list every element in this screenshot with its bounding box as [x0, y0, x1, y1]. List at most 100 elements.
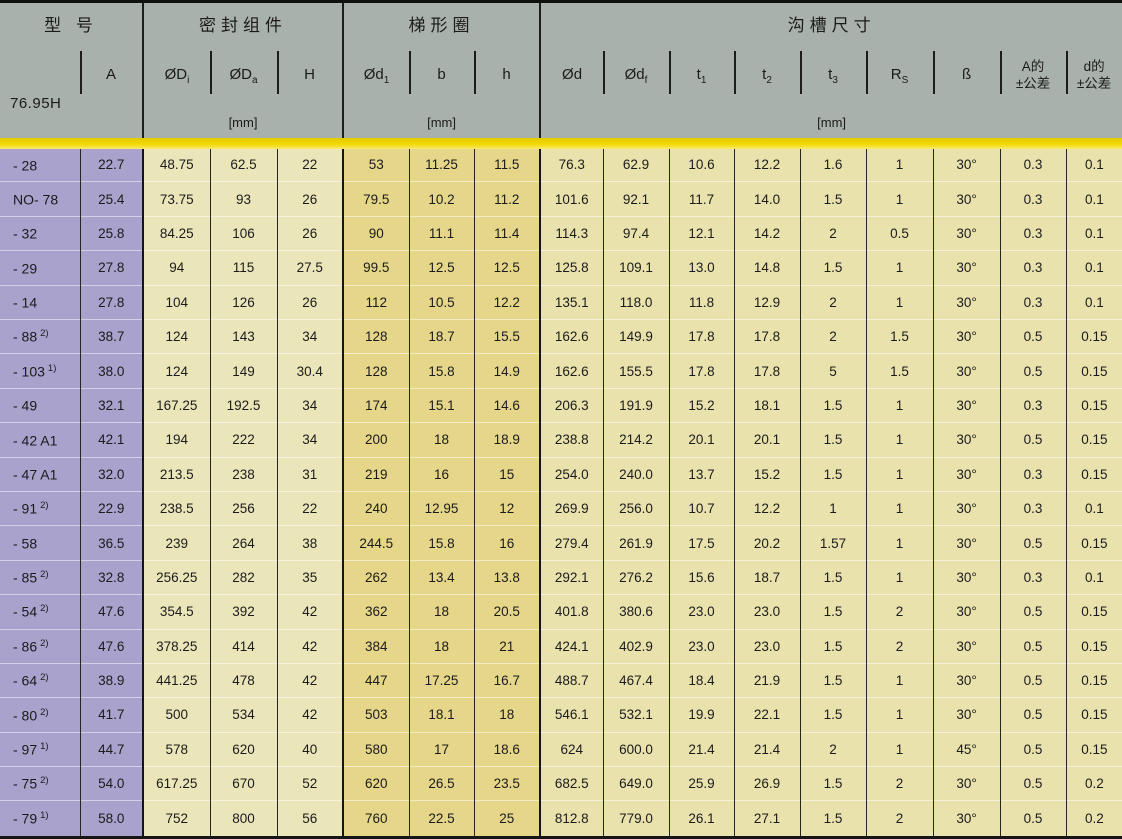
value-cell: 14.6	[473, 387, 541, 423]
value-cell: 0.15	[1065, 422, 1122, 458]
value-cell: 45°	[932, 731, 1001, 767]
footnote-marker: 2)	[40, 603, 49, 615]
value-cell: 10.5	[408, 284, 475, 320]
value-cell: 0.1	[1065, 559, 1122, 595]
col-header-Rs: RS	[866, 43, 934, 108]
value-cell: 30°	[932, 490, 1001, 526]
value-cell: 25.8	[79, 215, 144, 251]
value-cell: 42	[276, 594, 344, 629]
value-cell: 0.5	[999, 525, 1067, 561]
col-header-t1: t1	[669, 43, 735, 108]
value-cell: 174	[342, 387, 410, 423]
value-cell: 118.0	[602, 284, 670, 320]
value-cell: 262	[342, 559, 410, 595]
value-cell: 1.5	[799, 628, 867, 664]
value-cell: 11.5	[473, 148, 541, 182]
value-cell: 18	[408, 628, 475, 664]
value-cell: 1.5	[799, 766, 867, 801]
model-label: - 64	[13, 672, 38, 689]
value-cell: 135.1	[539, 284, 604, 320]
model-cell: - 91 2)	[0, 490, 80, 526]
footnote-marker: 2)	[40, 672, 49, 684]
table-header: 型 号 密封组件 梯形圈 沟槽尺寸 76.95H A ØDi ØDa H Ød1…	[0, 1, 1122, 149]
col-header-t2: t2	[734, 43, 801, 108]
model-label: - 42 A1	[13, 432, 58, 449]
value-cell: 19.9	[668, 697, 735, 733]
col-header-h: h	[474, 43, 541, 108]
value-cell: 128	[342, 353, 410, 389]
value-cell: 0.1	[1065, 250, 1122, 286]
value-cell: 1	[865, 181, 934, 217]
value-cell: 30.4	[276, 353, 344, 389]
model-cell: - 97 1)	[0, 731, 80, 767]
value-cell: 124	[142, 353, 211, 389]
value-cell: 392	[209, 594, 278, 629]
value-cell: 1	[865, 387, 934, 423]
value-cell: 18.9	[473, 422, 541, 458]
value-cell: 143	[209, 318, 278, 354]
value-cell: 11.4	[473, 215, 541, 251]
value-cell: 38.7	[79, 318, 144, 354]
value-cell: 1	[865, 525, 934, 561]
table-row: - 54 2) 47.6 354.5 392 42 362 18 20.5 401.8 380.6 2…	[0, 594, 1122, 629]
model-cell: - 54 2)	[0, 594, 80, 629]
value-cell: 162.6	[539, 318, 604, 354]
table-row: - 80 2) 41.7 500 534 42 503 18.1 18 546.1 532.1 19.…	[0, 697, 1122, 733]
value-cell: 0.2	[1065, 766, 1122, 801]
value-cell: 18	[473, 697, 541, 733]
value-cell: 2	[865, 800, 934, 838]
value-cell: 22.5	[408, 800, 475, 838]
value-cell: 114.3	[539, 215, 604, 251]
group-header-model: 型 号	[0, 1, 144, 44]
value-cell: 256	[209, 490, 278, 526]
value-cell: 22.9	[79, 490, 144, 526]
model-label: - 91	[13, 500, 38, 517]
value-cell: 580	[342, 731, 410, 767]
col-header-t3: t3	[800, 43, 867, 108]
value-cell: 22.7	[79, 148, 144, 182]
value-cell: 279.4	[539, 525, 604, 561]
value-cell: 0.3	[999, 250, 1067, 286]
value-cell: 1	[865, 148, 934, 182]
value-cell: 36.5	[79, 525, 144, 561]
value-cell: 30°	[932, 318, 1001, 354]
value-cell: 149	[209, 353, 278, 389]
unit-label-groove: [mm]	[539, 107, 1122, 138]
value-cell: 94	[142, 250, 211, 286]
value-cell: 256.0	[602, 490, 670, 526]
value-cell: 380.6	[602, 594, 670, 629]
footnote-marker: 1)	[40, 810, 49, 822]
value-cell: 532.1	[602, 697, 670, 733]
value-cell: 0.15	[1065, 318, 1122, 354]
value-cell: 18.6	[473, 731, 541, 767]
value-cell: 191.9	[602, 387, 670, 423]
value-cell: 115	[209, 250, 278, 286]
value-cell: 30°	[932, 284, 1001, 320]
value-cell: 378.25	[142, 628, 211, 664]
value-cell: 125.8	[539, 250, 604, 286]
value-cell: 13.0	[668, 250, 735, 286]
model-label: - 97	[13, 741, 38, 758]
value-cell: 0.3	[999, 559, 1067, 595]
value-cell: 617.25	[142, 766, 211, 801]
value-cell: 23.0	[733, 628, 801, 664]
table-row: - 88 2) 38.7 124 143 34 128 18.7 15.5 162.6 149.9 1…	[0, 318, 1122, 354]
col-header-df: Ødf	[603, 43, 670, 108]
value-cell: 93	[209, 181, 278, 217]
value-cell: 32.1	[79, 387, 144, 423]
value-cell: 20.2	[733, 525, 801, 561]
value-cell: 0.1	[1065, 284, 1122, 320]
value-cell: 18.7	[733, 559, 801, 595]
value-cell: 214.2	[602, 422, 670, 458]
value-cell: 0.15	[1065, 594, 1122, 629]
value-cell: 30°	[932, 250, 1001, 286]
value-cell: 53	[342, 148, 410, 182]
value-cell: 0.15	[1065, 662, 1122, 698]
table-row: - 64 2) 38.9 441.25 478 42 447 17.25 16.7 488.7 46…	[0, 662, 1122, 698]
model-cell: - 75 2)	[0, 766, 80, 801]
value-cell: 467.4	[602, 662, 670, 698]
table-row: - 85 2) 32.8 256.25 282 35 262 13.4 13.8 292.1 276…	[0, 559, 1122, 595]
table-row: - 58 36.5 239 264 38 244.5 15.8 16 279.4 261.9 17.…	[0, 525, 1122, 561]
table-row: - 32 25.8 84.25 106 26 90 11.1 11.4 114.3 97.4 12.…	[0, 215, 1122, 251]
